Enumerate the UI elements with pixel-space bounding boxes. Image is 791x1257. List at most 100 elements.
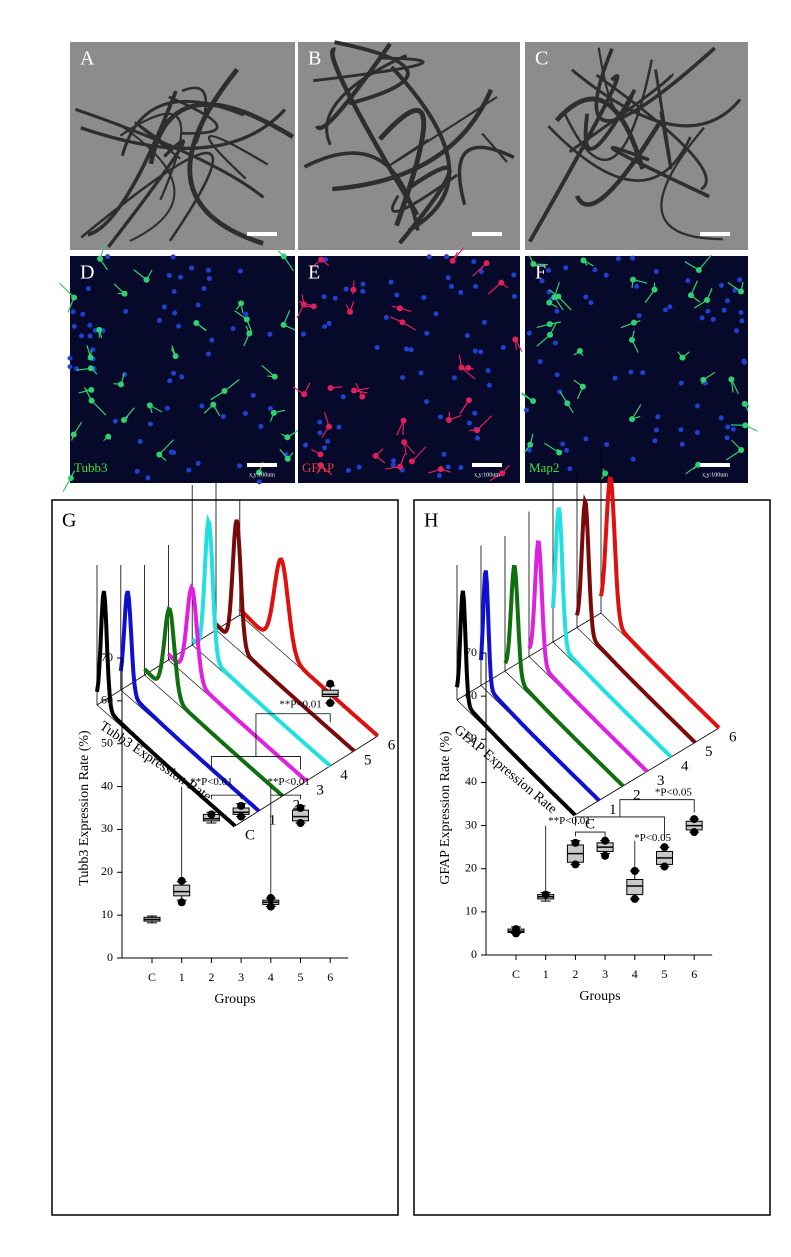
y-tick-label: 60 (465, 688, 477, 702)
nucleus (400, 375, 406, 381)
x-tick-label: C (148, 970, 156, 984)
stain-label: GFAP (302, 460, 334, 475)
nucleus (678, 380, 684, 386)
y-tick-label: 40 (101, 778, 113, 792)
y-tick-label: 20 (101, 864, 113, 878)
nucleus (171, 450, 177, 456)
cell-body (580, 257, 587, 264)
nucleus (592, 267, 598, 273)
cell-body (546, 321, 553, 328)
outlier (601, 836, 610, 845)
cell-body (465, 364, 472, 371)
cell-body (695, 266, 702, 273)
nucleus (546, 267, 552, 273)
neurite (481, 132, 508, 163)
nucleus (554, 308, 560, 314)
neurite (398, 165, 452, 245)
cell-body (271, 373, 278, 380)
nucleus (170, 254, 176, 260)
scale-bar (472, 463, 502, 467)
nucleus (445, 464, 451, 470)
group-label: 3 (316, 782, 324, 798)
scale-bar (700, 232, 730, 236)
nucleus (694, 429, 700, 435)
nucleus (539, 278, 545, 284)
cell-body (105, 433, 112, 440)
y-tick-label: 20 (465, 860, 477, 874)
micrograph (298, 256, 520, 483)
nucleus (725, 424, 731, 430)
histogram-curve (455, 590, 577, 817)
cell-body (738, 288, 745, 295)
bracket (575, 831, 606, 839)
nucleus (678, 427, 684, 433)
x-tick-label: 2 (208, 970, 214, 984)
nucleus (302, 442, 308, 448)
group-label: 4 (681, 758, 689, 774)
neurite (457, 145, 515, 206)
group-label: 6 (729, 729, 737, 745)
nucleus (388, 279, 394, 285)
group-label: 6 (388, 737, 396, 753)
nucleus (201, 286, 207, 292)
nucleus (444, 254, 450, 260)
cell-body (602, 470, 609, 477)
outlier (296, 804, 305, 812)
box (173, 884, 191, 897)
cell-body (527, 441, 534, 448)
nucleus (326, 320, 332, 326)
nucleus (424, 330, 430, 336)
nucleus (360, 288, 366, 294)
neurite (554, 96, 645, 170)
cell-body (96, 326, 103, 333)
cell-body (193, 320, 200, 327)
neurite (187, 67, 264, 246)
cell-body (284, 455, 291, 462)
nucleus (336, 424, 342, 430)
nucleus (243, 410, 249, 416)
nucleus (465, 333, 471, 339)
nucleus (250, 392, 256, 398)
cell-body (87, 365, 94, 372)
x-axis-label: Groups (579, 989, 620, 1004)
scale-label: x,y:100um (702, 472, 728, 478)
nucleus (145, 475, 151, 481)
cell-body (146, 402, 153, 409)
outlier (571, 860, 580, 869)
nucleus (485, 368, 491, 374)
x-tick-label: 4 (632, 967, 638, 981)
nucleus (230, 326, 236, 332)
outlier (177, 898, 186, 907)
nucleus (424, 399, 430, 405)
nucleus (739, 318, 745, 324)
x-tick-label: 3 (602, 967, 608, 981)
cell-body (401, 439, 408, 446)
ridge-axis-label: Tubb3 Expression Rate (97, 719, 214, 805)
outlier (266, 894, 275, 902)
group-label: C (245, 827, 255, 843)
nucleus (710, 316, 716, 322)
histogram-curve (527, 540, 649, 773)
nucleus (67, 364, 73, 370)
outlier (296, 819, 305, 827)
cell-body (67, 475, 74, 482)
cell-body (70, 431, 77, 438)
cell-body (437, 466, 444, 473)
group-label: 3 (657, 773, 665, 789)
cell-body (742, 422, 749, 429)
nucleus (408, 347, 414, 353)
annotation: *P<0.05 (655, 787, 693, 799)
nucleus (220, 414, 226, 420)
cell-body (546, 331, 553, 338)
outlier (266, 902, 275, 911)
neurite (388, 96, 498, 167)
outlier (326, 699, 335, 707)
nucleus (604, 441, 610, 447)
cell-body (310, 303, 317, 310)
neurite (207, 134, 269, 180)
neurite (563, 59, 653, 161)
cell-body (556, 449, 563, 456)
scale-bar (247, 463, 277, 467)
cell-body (576, 347, 583, 354)
nucleus (733, 328, 739, 334)
